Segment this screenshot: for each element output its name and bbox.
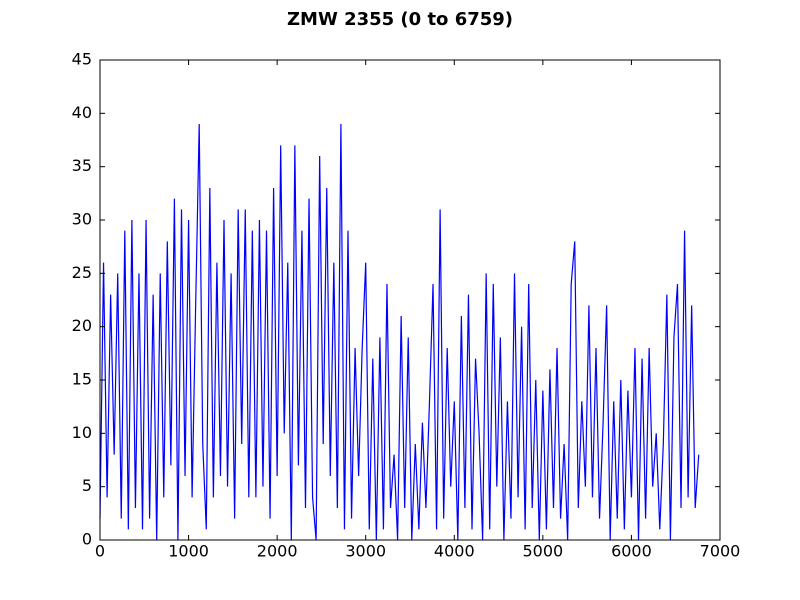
x-tick-label: 0 bbox=[95, 542, 105, 561]
chart-title: ZMW 2355 (0 to 6759) bbox=[287, 9, 513, 30]
y-tick-label: 40 bbox=[72, 103, 92, 122]
data-line bbox=[99, 123, 700, 541]
x-tick-label: 4000 bbox=[434, 542, 475, 561]
x-tick-label: 2000 bbox=[257, 542, 298, 561]
y-tick-label: 10 bbox=[72, 423, 92, 442]
y-tick-label: 15 bbox=[72, 370, 92, 389]
y-tick-label: 25 bbox=[72, 263, 92, 282]
y-tick-label: 0 bbox=[82, 530, 92, 549]
y-tick-label: 30 bbox=[72, 210, 92, 229]
x-tick-label: 5000 bbox=[522, 542, 563, 561]
y-tick-label: 35 bbox=[72, 156, 92, 175]
x-tick-label: 6000 bbox=[611, 542, 652, 561]
x-tick-label: 1000 bbox=[168, 542, 209, 561]
x-tick-label: 3000 bbox=[345, 542, 386, 561]
y-tick-label: 45 bbox=[72, 50, 92, 69]
y-tick-label: 5 bbox=[82, 476, 92, 495]
x-tick-label: 7000 bbox=[700, 542, 741, 561]
y-tick-label: 20 bbox=[72, 316, 92, 335]
plot-frame bbox=[99, 59, 721, 541]
